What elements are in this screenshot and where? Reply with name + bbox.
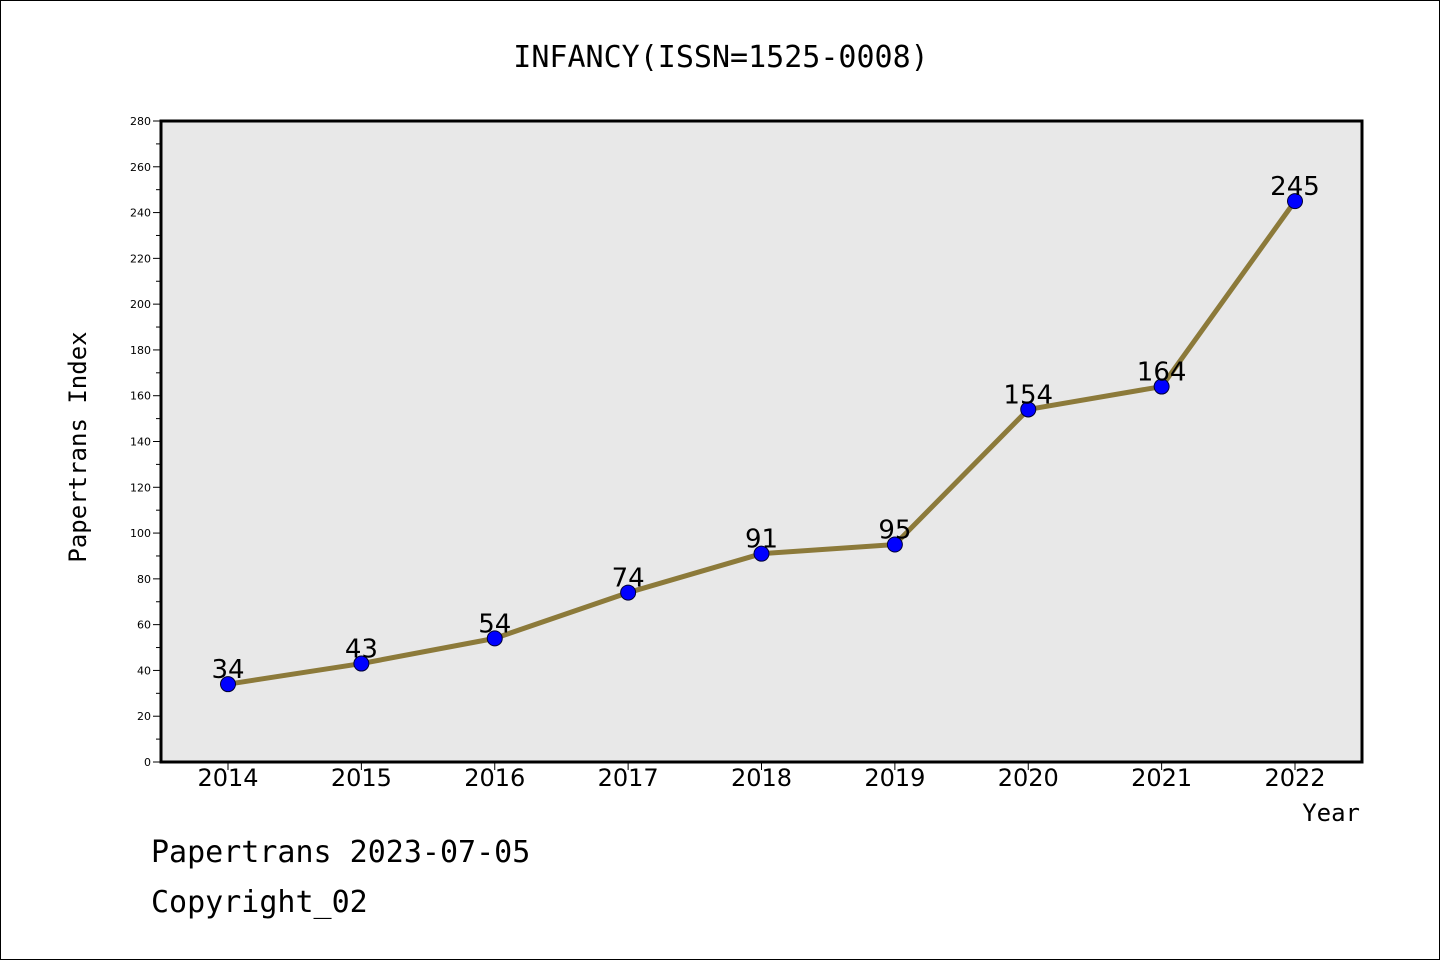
y-tick-label: 180 — [130, 344, 151, 357]
data-point — [886, 536, 903, 553]
data-label: 245 — [1270, 172, 1320, 202]
chart-title: INFANCY(ISSN=1525-0008) — [513, 40, 928, 75]
x-tick-label: 2016 — [464, 764, 525, 792]
y-tick-label: 100 — [130, 527, 151, 540]
y-axis-label: Papertrans Index — [64, 331, 92, 562]
data-point — [220, 676, 236, 693]
x-tick-label: 2014 — [197, 764, 258, 792]
series-markers — [220, 193, 1303, 693]
y-tick-label: 80 — [137, 573, 151, 586]
footer-copyright-text: Copyright_02 — [151, 885, 368, 920]
x-tick-label: 2019 — [864, 764, 925, 792]
x-tick-label: 2018 — [731, 764, 792, 792]
y-tick-label: 160 — [130, 390, 151, 403]
data-label: 74 — [612, 564, 645, 594]
data-point — [620, 584, 637, 601]
x-tick-label: 2021 — [1131, 764, 1192, 792]
data-label: 54 — [478, 609, 511, 639]
data-labels: 34 43 54 74 91 95 154 164 245 — [211, 172, 1319, 685]
data-label: 34 — [211, 655, 244, 685]
data-point — [1153, 378, 1170, 395]
y-tick-label: 240 — [130, 207, 151, 220]
x-tick-label: 2015 — [331, 764, 392, 792]
y-tick-label: 40 — [137, 664, 151, 677]
y-tick-label: 20 — [137, 710, 151, 723]
x-tick-label: 2020 — [998, 764, 1059, 792]
data-label: 164 — [1137, 358, 1187, 388]
y-axis-ticks: 0 20 40 60 80 100 120 140 160 180 200 220 240 260 280 — [130, 115, 161, 769]
y-tick-label: 220 — [130, 252, 151, 265]
data-point — [1287, 193, 1303, 210]
data-label: 95 — [878, 516, 911, 546]
x-tick-label: 2022 — [1264, 764, 1325, 792]
x-axis-label: Year — [1302, 799, 1360, 827]
y-tick-label: 0 — [144, 756, 151, 769]
data-label: 154 — [1003, 380, 1053, 410]
plot-area — [159, 119, 1364, 764]
y-tick-label: 140 — [130, 436, 151, 449]
data-label: 91 — [745, 525, 778, 555]
y-tick-label: 280 — [130, 115, 151, 128]
data-point — [486, 630, 503, 647]
y-tick-label: 60 — [137, 619, 151, 632]
data-point — [753, 545, 770, 562]
data-label: 43 — [345, 635, 378, 665]
x-axis-ticks: 2014 2015 2016 2017 2018 2019 2020 2021 2022 — [197, 762, 1326, 792]
footer-date-text: Papertrans 2023-07-05 — [151, 835, 531, 870]
y-tick-label: 200 — [130, 298, 151, 311]
y-tick-label: 120 — [130, 481, 151, 494]
data-point — [353, 655, 370, 672]
y-tick-label: 260 — [130, 161, 151, 174]
data-point — [1020, 401, 1037, 418]
x-tick-label: 2017 — [598, 764, 659, 792]
